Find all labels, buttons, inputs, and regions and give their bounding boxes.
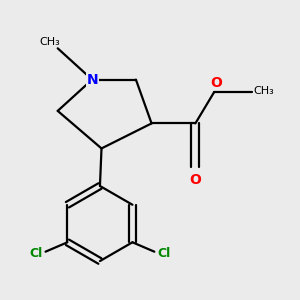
Text: Cl: Cl bbox=[158, 247, 171, 260]
Text: Cl: Cl bbox=[29, 247, 42, 260]
Text: N: N bbox=[86, 73, 98, 87]
Text: O: O bbox=[189, 173, 201, 187]
Text: O: O bbox=[210, 76, 222, 90]
Text: CH₃: CH₃ bbox=[40, 37, 60, 47]
Text: CH₃: CH₃ bbox=[254, 85, 274, 96]
